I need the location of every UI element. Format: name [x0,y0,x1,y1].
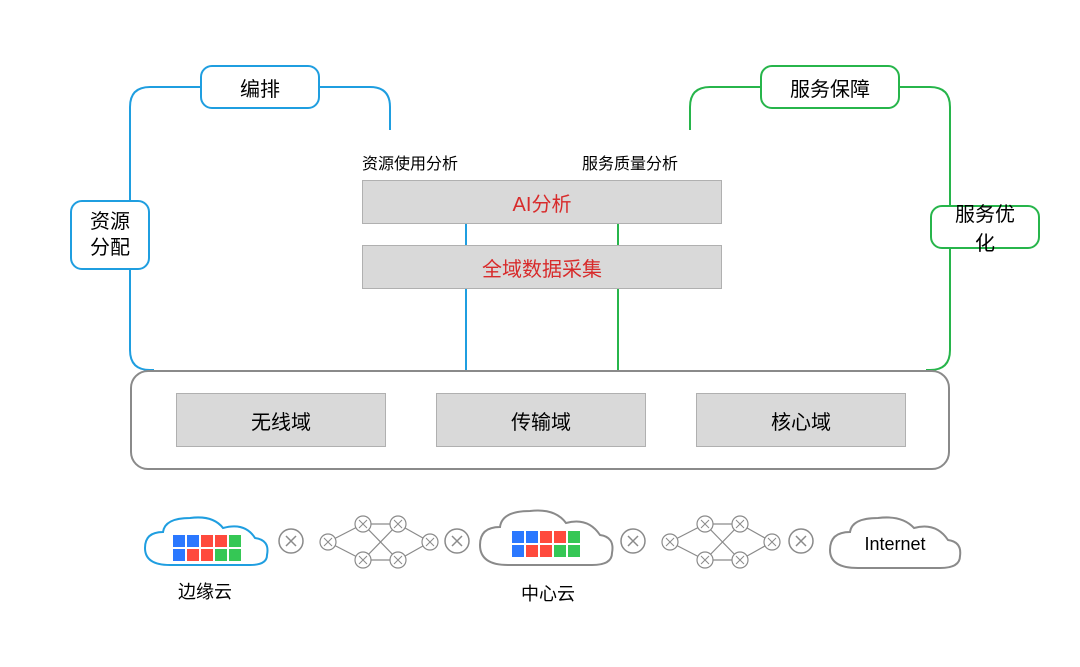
edge-cloud-label: 边缘云 [155,578,255,604]
core-domain-label: 核心域 [771,406,831,435]
core-domain-box: 核心域 [696,393,906,447]
data-collect-bar: 全域数据采集 [362,245,722,289]
resource-alloc-box: 资源 分配 [70,200,150,270]
transport-domain-box: 传输域 [436,393,646,447]
orchestration-box: 编排 [200,65,320,109]
center-cloud-icon [470,505,620,590]
data-collect-label: 全域数据采集 [482,253,602,282]
service-guarantee-label: 服务保障 [790,73,870,102]
wireless-domain-box: 无线域 [176,393,386,447]
ai-analysis-bar: AI分析 [362,180,722,224]
router-node-1-icon [278,528,304,554]
transport-domain-label: 传输域 [511,406,571,435]
qos-analysis-label: 服务质量分析 [582,150,678,174]
router-node-2-icon [444,528,470,554]
ai-analysis-label: AI分析 [513,188,572,217]
service-guarantee-box: 服务保障 [760,65,900,109]
service-optimize-label: 服务优化 [946,198,1024,256]
mesh-network-2-icon [652,512,782,572]
resource-analysis-label: 资源使用分析 [362,150,458,174]
internet-cloud-text: Internet [864,534,925,554]
center-cloud-label: 中心云 [498,580,598,606]
router-node-3-icon [620,528,646,554]
orchestration-label: 编排 [240,73,280,102]
internet-cloud-icon: Internet [820,510,970,590]
wireless-domain-label: 无线域 [251,406,311,435]
router-node-4-icon [788,528,814,554]
mesh-network-1-icon [310,512,440,572]
resource-alloc-label: 资源 分配 [90,209,130,261]
service-optimize-box: 服务优化 [930,205,1040,249]
